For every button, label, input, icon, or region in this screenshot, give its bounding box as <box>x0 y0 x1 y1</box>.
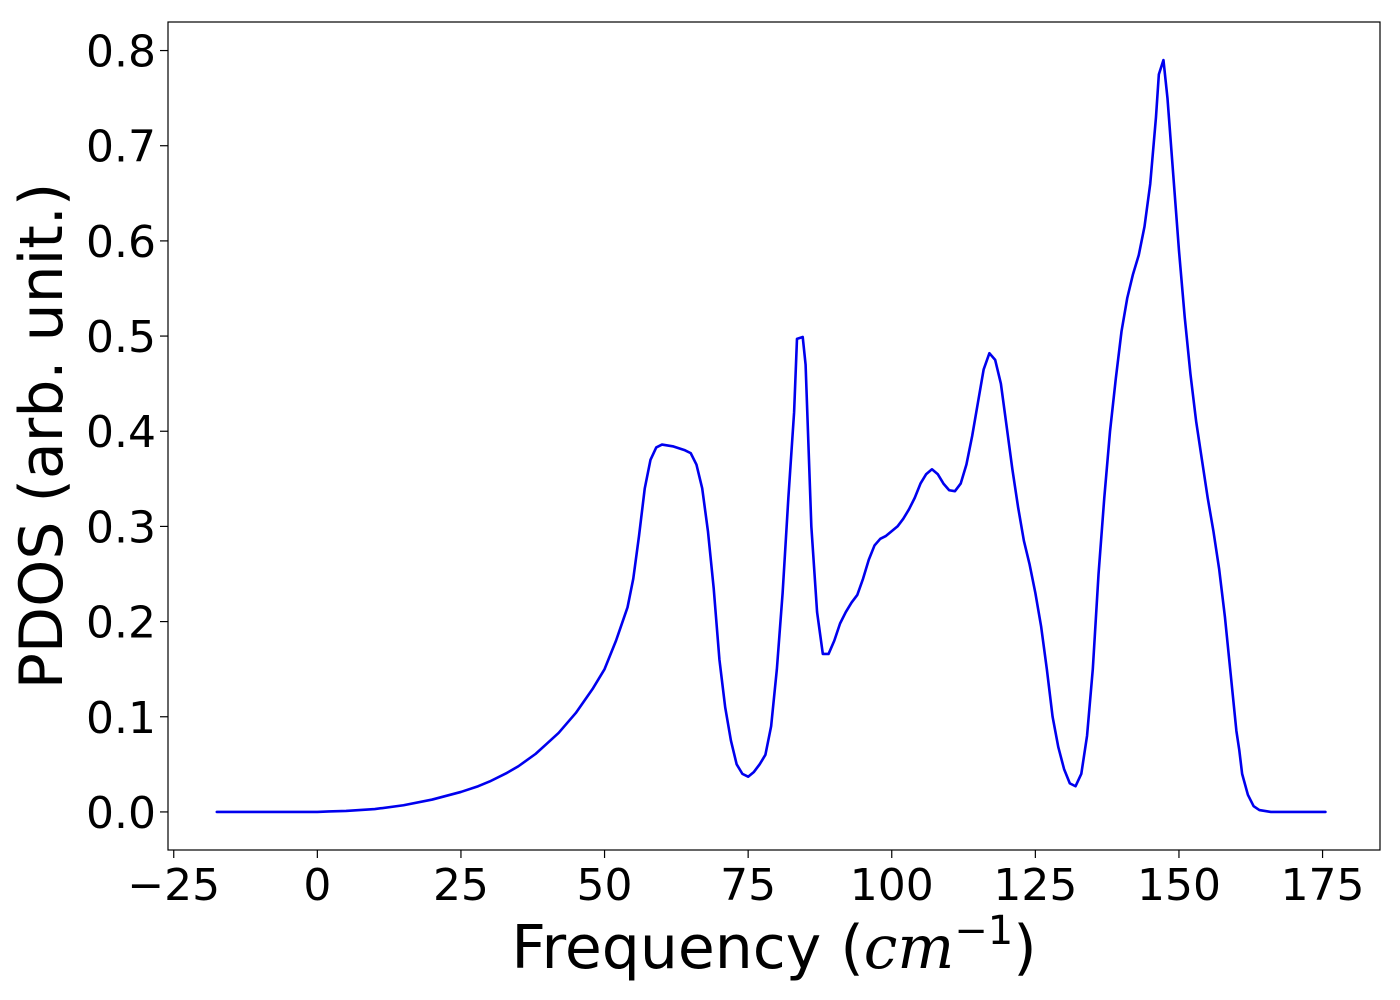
y-tick-label: 0.8 <box>86 27 156 78</box>
x-axis-title-prefix: Frequency ( <box>511 913 863 983</box>
x-tick-label: 100 <box>850 860 934 911</box>
y-axis-title: PDOS (arb. unit.) <box>7 183 77 690</box>
x-axis-title: Frequency (cm−1) <box>511 908 1036 983</box>
y-tick-label: 0.2 <box>86 598 156 649</box>
pdos-series-line <box>215 58 1327 814</box>
x-axis-ticks: −25 0 25 50 75 100 125 150 175 <box>127 850 1365 911</box>
x-tick-label: 50 <box>577 860 633 911</box>
x-tick-label: −25 <box>127 860 220 911</box>
x-axis-title-unit: cm <box>864 913 955 983</box>
y-tick-label: 0.4 <box>86 407 156 458</box>
x-tick-label: 0 <box>303 860 331 911</box>
x-tick-label: 175 <box>1281 860 1365 911</box>
y-axis-ticks: 0.0 0.1 0.2 0.3 0.4 0.5 0.6 0.7 0.8 <box>86 27 168 839</box>
x-tick-label: 125 <box>993 860 1077 911</box>
y-tick-label: 0.3 <box>86 502 156 553</box>
y-tick-label: 0.7 <box>86 122 156 173</box>
x-tick-label: 75 <box>720 860 776 911</box>
x-tick-label: 150 <box>1137 860 1221 911</box>
plot-background <box>168 22 1380 850</box>
x-axis-title-suffix: ) <box>1013 913 1036 983</box>
y-tick-label: 0.5 <box>86 312 156 363</box>
x-tick-label: 25 <box>433 860 489 911</box>
y-tick-label: 0.0 <box>86 788 156 839</box>
x-axis-title-exponent: −1 <box>954 908 1013 954</box>
plot-frame <box>167 21 1381 851</box>
y-tick-label: 0.1 <box>86 693 156 744</box>
y-tick-label: 0.6 <box>86 217 156 268</box>
